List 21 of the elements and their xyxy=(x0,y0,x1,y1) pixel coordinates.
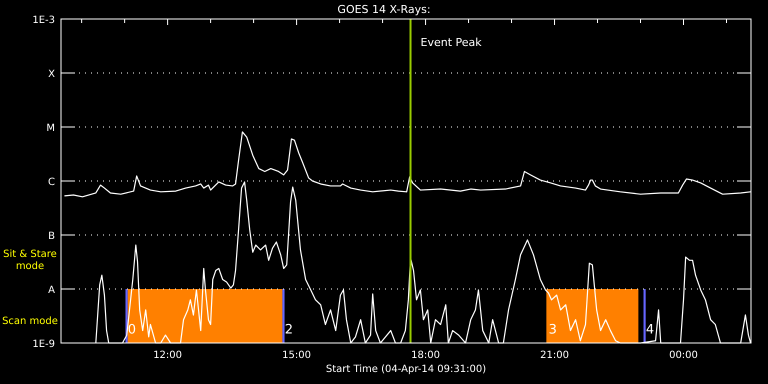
text: Scan mode xyxy=(2,316,58,327)
annotation: 3 xyxy=(548,322,557,338)
y-tick-label: 1E-3 xyxy=(32,15,55,26)
x-tick-label: 12:00 xyxy=(153,350,182,361)
y-tick-label: B xyxy=(48,231,56,242)
x-axis-title: Start Time (04-Apr-14 09:31:00) xyxy=(326,364,486,375)
y-tick-label: M xyxy=(46,123,55,134)
annotation: 0 xyxy=(128,322,136,338)
x-tick-label: 18:00 xyxy=(411,350,440,361)
y-tick-label: X xyxy=(48,69,56,80)
y-tick-label: A xyxy=(48,285,56,296)
annotation: 4 xyxy=(646,322,654,338)
chart-title: GOES 14 X-Rays: xyxy=(337,3,431,16)
x-tick-label: 21:00 xyxy=(540,350,569,361)
annotation: 2 xyxy=(284,322,293,338)
ref-line-label: Event Peak xyxy=(420,36,482,49)
x-tick-label: 15:00 xyxy=(282,350,312,361)
text: Sit & Stare mode xyxy=(3,249,57,272)
y-tick-label: 1E-9 xyxy=(32,339,55,350)
y-tick-label: C xyxy=(48,177,56,188)
x-tick-label: 00:00 xyxy=(669,350,698,361)
